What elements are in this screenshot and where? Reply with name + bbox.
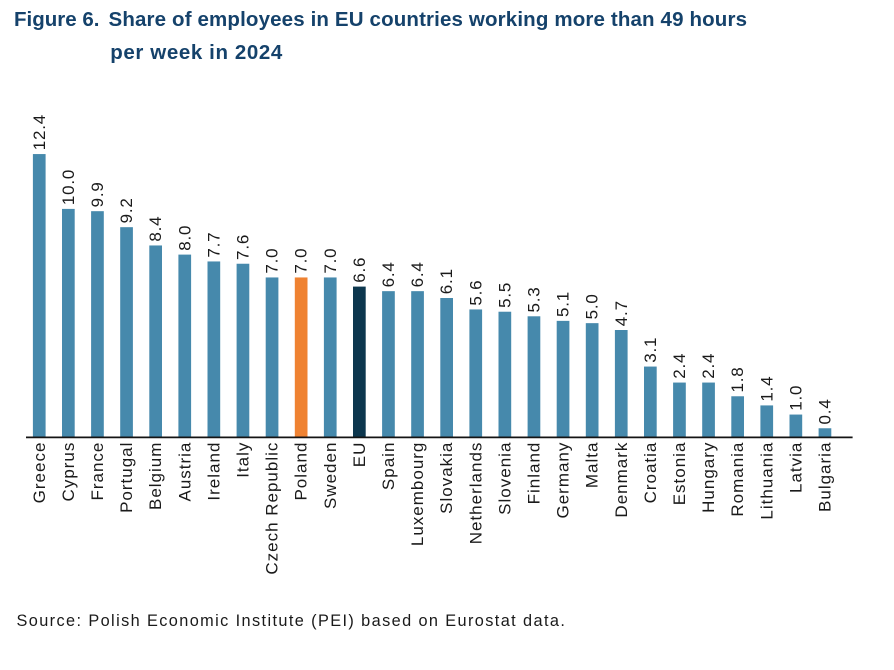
svg-text:8.0: 8.0 [175, 225, 194, 251]
svg-text:6.6: 6.6 [350, 257, 369, 283]
svg-text:Poland: Poland [292, 442, 311, 501]
svg-text:Slovakia: Slovakia [437, 442, 456, 514]
svg-text:Finland: Finland [524, 442, 543, 505]
svg-text:Latvia: Latvia [786, 442, 805, 493]
svg-text:Portugal: Portugal [117, 442, 136, 513]
svg-text:Slovenia: Slovenia [495, 442, 514, 515]
svg-text:Netherlands: Netherlands [466, 442, 485, 545]
svg-text:1.8: 1.8 [728, 366, 747, 392]
svg-text:Denmark: Denmark [612, 442, 631, 518]
svg-text:Ireland: Ireland [204, 442, 223, 501]
svg-text:Sweden: Sweden [321, 442, 340, 509]
svg-text:6.4: 6.4 [408, 261, 427, 287]
svg-text:5.6: 5.6 [466, 280, 485, 306]
svg-text:Greece: Greece [30, 442, 49, 504]
svg-text:Belgium: Belgium [146, 442, 165, 510]
svg-text:Hungary: Hungary [699, 442, 718, 513]
svg-text:Spain: Spain [379, 442, 398, 490]
svg-text:Bulgaria: Bulgaria [815, 442, 834, 512]
svg-text:1.4: 1.4 [757, 376, 776, 402]
svg-text:Italy: Italy [233, 442, 252, 478]
svg-text:6.1: 6.1 [437, 268, 456, 294]
svg-text:12.4: 12.4 [30, 114, 49, 150]
svg-text:per week in 2024: per week in 2024 [110, 41, 283, 64]
svg-text:Czech Republic: Czech Republic [263, 442, 282, 575]
svg-text:Share of employees in EU count: Share of employees in EU countries worki… [109, 8, 748, 31]
svg-text:Source: Polish Economic Instit: Source: Polish Economic Institute (PEI) … [17, 612, 567, 630]
svg-text:EU: EU [350, 442, 369, 468]
svg-text:7.0: 7.0 [292, 248, 311, 274]
svg-text:10.0: 10.0 [59, 169, 78, 205]
svg-text:Malta: Malta [583, 442, 602, 489]
svg-text:Romania: Romania [728, 442, 747, 517]
svg-text:6.4: 6.4 [379, 261, 398, 287]
svg-text:7.7: 7.7 [204, 232, 223, 258]
svg-text:Estonia: Estonia [670, 442, 689, 506]
svg-text:Lithuania: Lithuania [757, 442, 776, 520]
svg-text:3.1: 3.1 [641, 337, 660, 363]
svg-text:4.7: 4.7 [612, 300, 631, 326]
svg-text:Germany: Germany [554, 442, 573, 519]
svg-text:9.9: 9.9 [88, 181, 107, 207]
svg-text:Luxembourg: Luxembourg [408, 442, 427, 547]
svg-text:5.5: 5.5 [495, 282, 514, 308]
svg-text:7.6: 7.6 [233, 234, 252, 260]
svg-text:9.2: 9.2 [117, 197, 136, 223]
svg-text:Croatia: Croatia [641, 442, 660, 504]
svg-text:Austria: Austria [175, 442, 194, 502]
svg-text:2.4: 2.4 [699, 353, 718, 379]
svg-text:Cyprus: Cyprus [59, 442, 78, 502]
svg-text:5.1: 5.1 [554, 291, 573, 317]
svg-text:5.3: 5.3 [524, 286, 543, 312]
svg-text:7.0: 7.0 [321, 248, 340, 274]
svg-text:0.4: 0.4 [815, 398, 834, 424]
svg-text:1.0: 1.0 [786, 385, 805, 411]
svg-text:France: France [88, 442, 107, 501]
svg-text:8.4: 8.4 [146, 216, 165, 242]
svg-text:7.0: 7.0 [263, 248, 282, 274]
svg-text:5.0: 5.0 [583, 293, 602, 319]
svg-text:2.4: 2.4 [670, 353, 689, 379]
svg-text:Figure 6.: Figure 6. [14, 8, 99, 31]
